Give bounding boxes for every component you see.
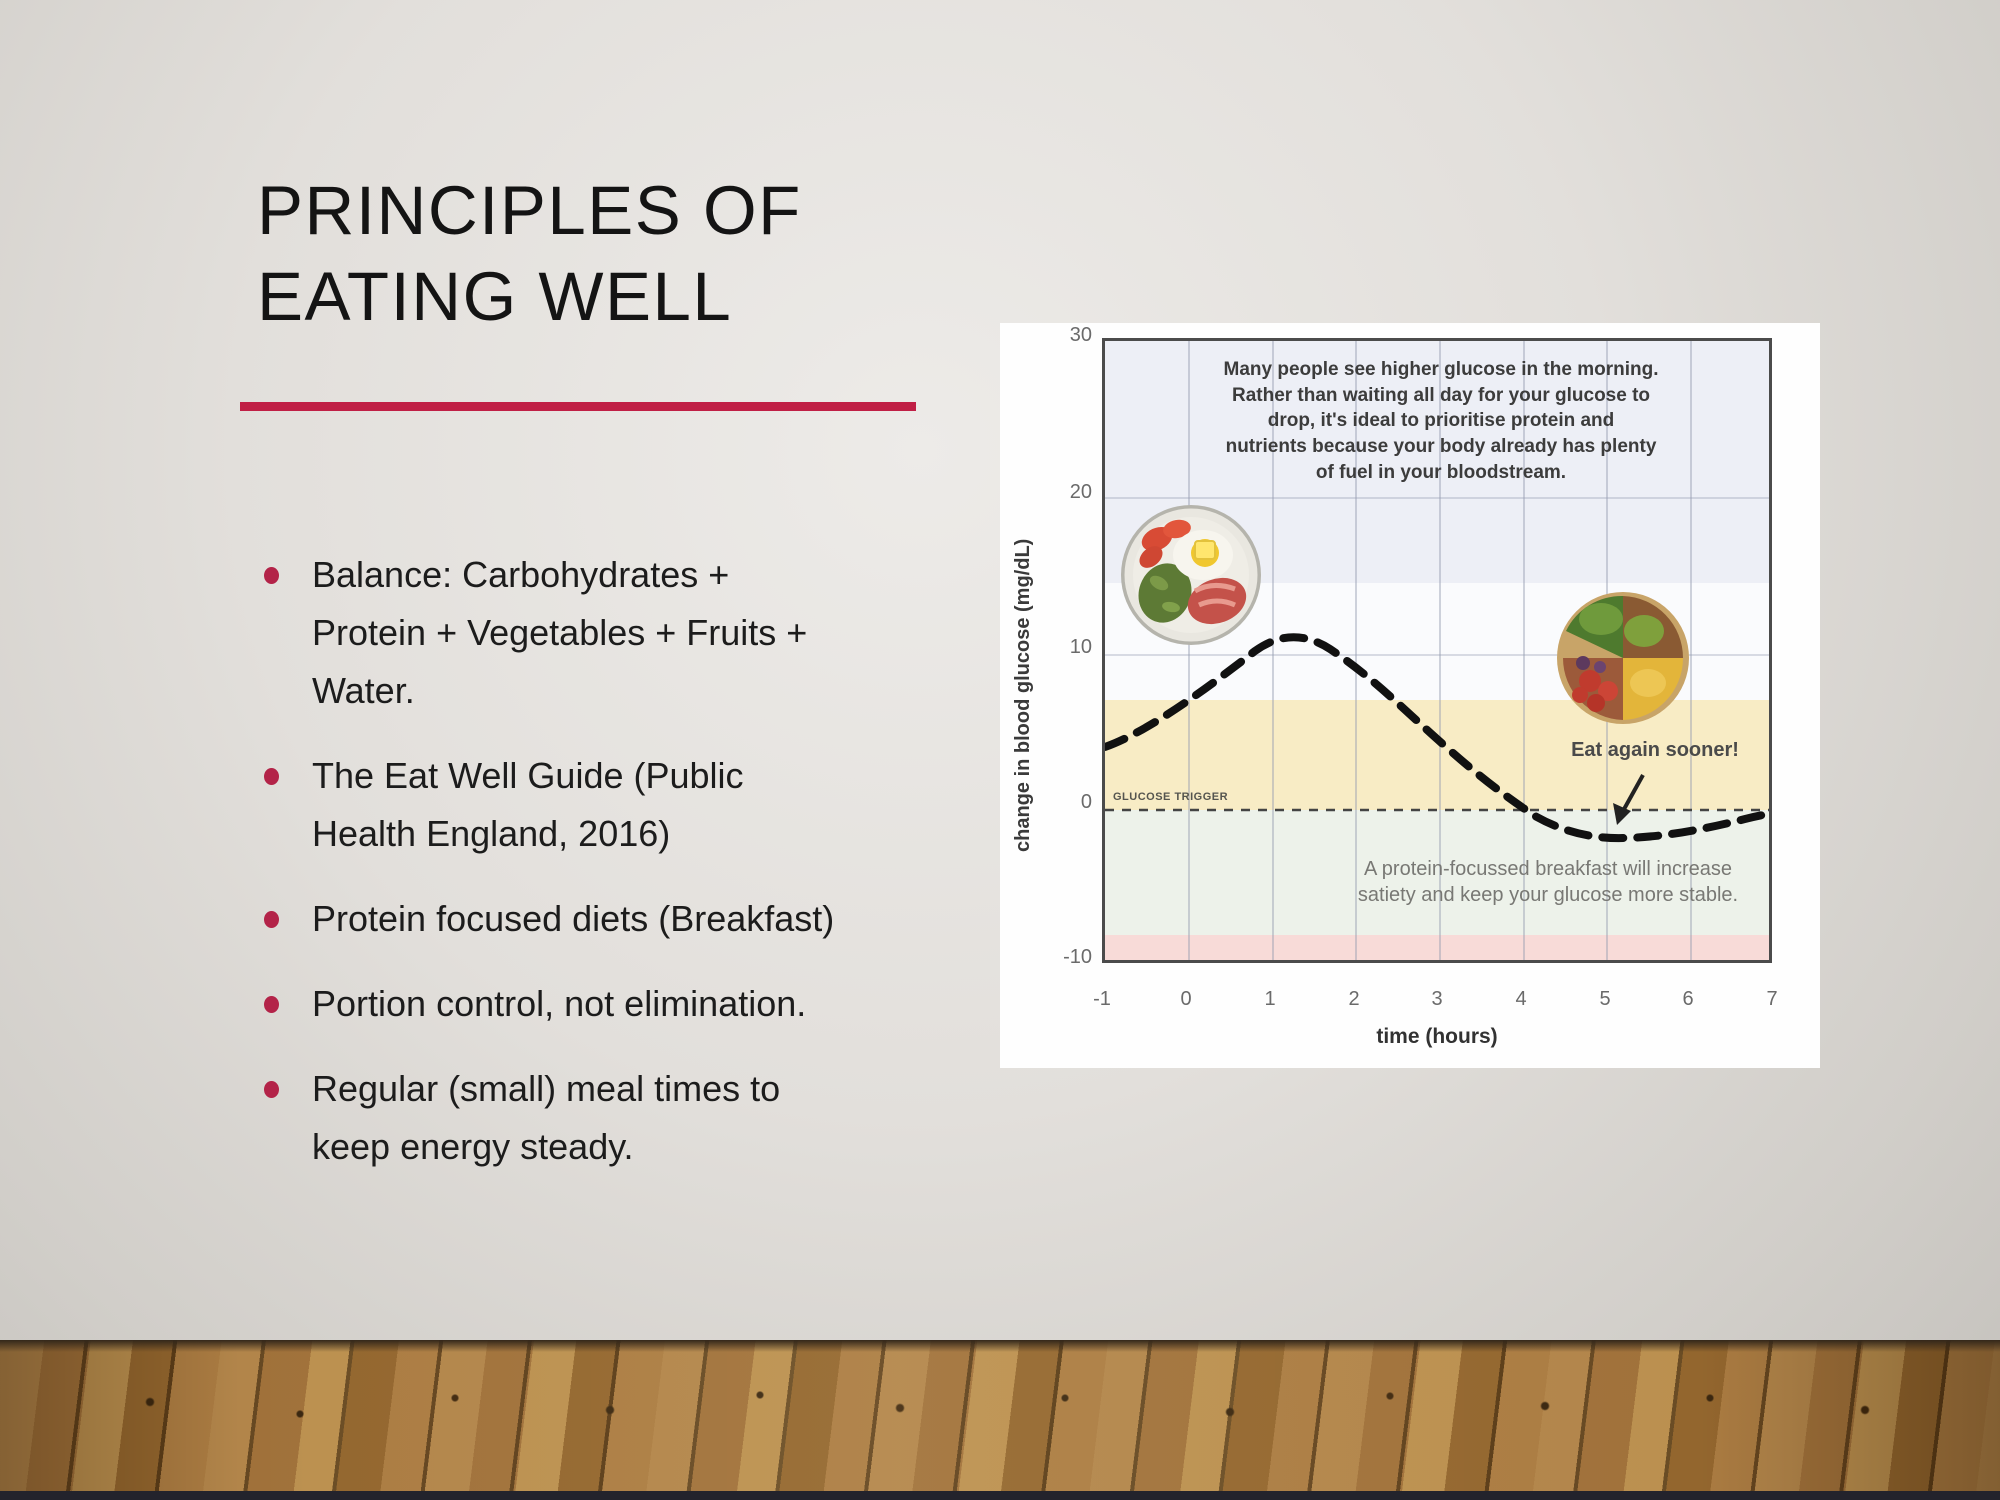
gridline — [1355, 341, 1357, 960]
band-low-zone — [1105, 935, 1769, 960]
bullet-line: Water. — [312, 670, 415, 711]
bullet-line: Health England, 2016) — [312, 813, 671, 854]
x-tick-label: 4 — [1515, 988, 1527, 1010]
gridline — [1105, 654, 1769, 656]
gridline — [1523, 341, 1525, 960]
x-tick-label: 1 — [1264, 988, 1276, 1010]
note-line: Rather than waiting all day for your glu… — [1231, 384, 1651, 406]
list-item: Portion control, not elimination. — [262, 975, 922, 1033]
glucose-curve — [1105, 633, 1769, 843]
list-item: Regular (small) meal times to keep energ… — [262, 1060, 922, 1176]
bullet-line: Regular (small) meal times to — [312, 1068, 781, 1109]
glucose-chart-image: change in blood glucose (mg/dL) 30 20 10… — [1000, 323, 1820, 1068]
gridline — [1272, 341, 1274, 960]
gridline — [1439, 341, 1441, 960]
bullet-line: Protein focused diets (Breakfast) — [312, 898, 835, 939]
band-stable-zone — [1105, 810, 1769, 935]
chart-caption: A protein-focussed breakfast will increa… — [1308, 856, 1769, 908]
eat-again-arrow — [1613, 774, 1645, 825]
x-tick-label: 7 — [1766, 988, 1778, 1010]
y-tick-label: 20 — [1069, 481, 1092, 503]
bullet-line: Balance: Carbohydrates + — [312, 554, 730, 595]
bullet-line: Portion control, not elimination. — [312, 983, 807, 1024]
list-item: Protein focused diets (Breakfast) — [262, 890, 922, 948]
bullet-line: The Eat Well Guide (Public — [312, 755, 744, 796]
bullet-line: Protein + Vegetables + Fruits + — [312, 612, 808, 653]
title-underline — [240, 402, 916, 411]
gridline — [1690, 341, 1692, 960]
page-title: PRINCIPLES OF EATING WELL — [257, 168, 957, 341]
x-tick-label: -1 — [1093, 988, 1111, 1010]
x-tick-label: 6 — [1682, 988, 1694, 1010]
list-item: Balance: Carbohydrates + Protein + Veget… — [262, 546, 922, 720]
y-axis-title: change in blood glucose (mg/dL) — [1012, 538, 1034, 853]
note-line: drop, it's ideal to prioritise protein a… — [1267, 410, 1615, 432]
x-tick-label: 3 — [1431, 988, 1443, 1010]
bullet-list: Balance: Carbohydrates + Protein + Veget… — [262, 546, 922, 1203]
bullet-line: keep energy steady. — [312, 1126, 634, 1167]
x-axis-title: time (hours) — [1376, 1025, 1498, 1048]
meal-bowl-image — [1556, 591, 1690, 725]
note-line: nutrients because your body already has … — [1225, 435, 1657, 457]
x-tick-label: 2 — [1348, 988, 1360, 1010]
chart-header-note: Many people see higher glucose in the mo… — [1133, 357, 1749, 485]
band-morning-zone — [1105, 700, 1769, 810]
x-tick-label: 0 — [1180, 988, 1192, 1010]
glucose-trigger-label: GLUCOSE TRIGGER — [1113, 791, 1229, 803]
note-line: Many people see higher glucose in the mo… — [1223, 359, 1659, 380]
title-line-2: EATING WELL — [257, 258, 733, 336]
y-tick-label: 10 — [1069, 636, 1092, 658]
caption-line: satiety and keep your glucose more stabl… — [1357, 884, 1739, 906]
breakfast-plate-image — [1121, 505, 1261, 645]
y-tick-label: -10 — [1063, 946, 1092, 968]
y-tick-label: 30 — [1069, 324, 1092, 346]
caption-line: A protein-focussed breakfast will increa… — [1364, 858, 1732, 880]
eat-again-label: Eat again sooner! — [1571, 739, 1739, 761]
note-line: of fuel in your bloodstream. — [1315, 461, 1567, 483]
x-tick-label: 5 — [1599, 988, 1611, 1010]
title-line-1: PRINCIPLES OF — [257, 172, 802, 249]
gridline — [1188, 341, 1190, 960]
wood-floor — [0, 1340, 2000, 1500]
list-item: The Eat Well Guide (Public Health Englan… — [262, 747, 922, 863]
gridline — [1105, 497, 1769, 499]
plot-area: Many people see higher glucose in the mo… — [1102, 338, 1772, 963]
y-tick-label: 0 — [1080, 791, 1092, 813]
